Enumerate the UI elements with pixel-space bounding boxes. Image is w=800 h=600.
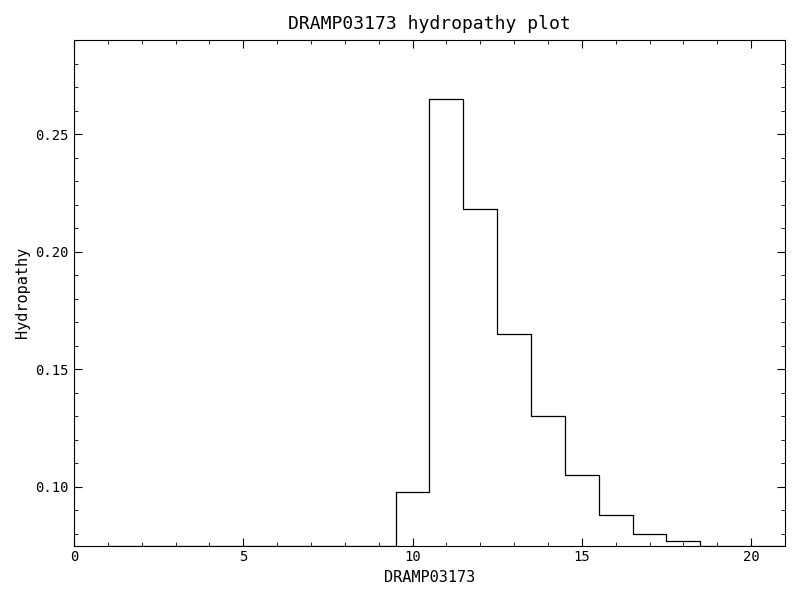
- Y-axis label: Hydropathy: Hydropathy: [15, 247, 30, 338]
- X-axis label: DRAMP03173: DRAMP03173: [384, 570, 475, 585]
- Title: DRAMP03173 hydropathy plot: DRAMP03173 hydropathy plot: [288, 15, 571, 33]
